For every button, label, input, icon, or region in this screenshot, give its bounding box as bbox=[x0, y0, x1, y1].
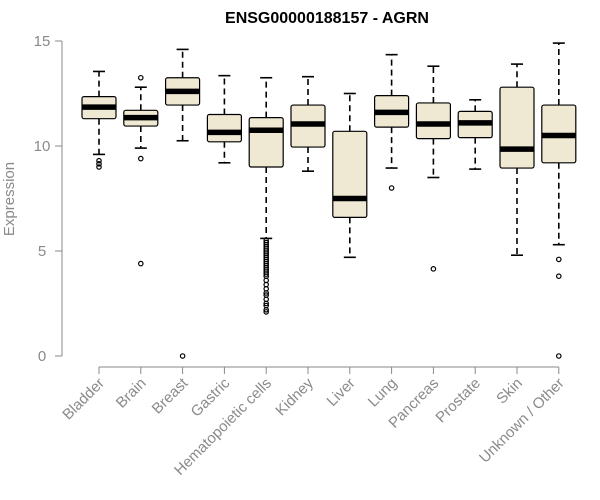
outlier-point bbox=[96, 164, 102, 170]
y-axis-label: Expression bbox=[1, 162, 18, 236]
box-2 bbox=[165, 48, 201, 359]
outlier-point bbox=[430, 266, 437, 272]
x-tick-label-10: Skin bbox=[493, 375, 526, 408]
outlier-point bbox=[96, 161, 102, 167]
y-tick-label-5: 5 bbox=[38, 243, 46, 260]
y-axis: 0 5 10 15 bbox=[34, 33, 63, 365]
x-tick-label-7: Lung bbox=[365, 375, 401, 411]
outlier-point bbox=[263, 290, 270, 296]
iqr-box bbox=[206, 113, 242, 143]
outlier-point bbox=[263, 309, 270, 315]
outlier-point bbox=[388, 185, 395, 191]
iqr-box bbox=[332, 130, 368, 219]
y-tick-label-10: 10 bbox=[34, 138, 51, 155]
x-tick-label-9: Prostate bbox=[432, 375, 484, 427]
iqr-box bbox=[248, 117, 284, 168]
x-tick-label-2: Breast bbox=[149, 374, 192, 417]
x-tick-label-5: Kidney bbox=[272, 374, 317, 419]
box-6 bbox=[332, 92, 368, 259]
box-1 bbox=[123, 74, 159, 267]
outlier-point bbox=[138, 155, 144, 162]
x-tick-label-0: Bladder bbox=[59, 375, 108, 424]
y-tick-label-15: 15 bbox=[34, 33, 51, 50]
outlier-point bbox=[263, 271, 270, 277]
outlier-point bbox=[96, 157, 102, 164]
outlier-point bbox=[138, 74, 144, 81]
box-5 bbox=[290, 75, 326, 172]
box-3 bbox=[206, 74, 242, 164]
outlier-point bbox=[555, 256, 562, 263]
y-tick-label-0: 0 bbox=[38, 348, 46, 365]
outlier-point bbox=[555, 353, 562, 359]
outlier-point bbox=[179, 353, 186, 359]
iqr-box bbox=[499, 86, 535, 169]
box-7 bbox=[374, 53, 410, 191]
box-9 bbox=[457, 99, 493, 170]
x-tick-label-6: Liver bbox=[324, 375, 359, 410]
x-tick-label-1: Brain bbox=[113, 375, 150, 412]
boxes-group bbox=[81, 42, 577, 359]
box-8 bbox=[415, 65, 451, 272]
outlier-point bbox=[555, 273, 562, 280]
outlier-point bbox=[138, 260, 144, 267]
iqr-box bbox=[415, 102, 451, 140]
box-11 bbox=[541, 42, 577, 359]
box-4 bbox=[248, 76, 284, 315]
chart-title: ENSG00000188157 - AGRN bbox=[225, 10, 429, 27]
outlier-point bbox=[263, 306, 270, 313]
outlier-point bbox=[263, 300, 270, 307]
box-10 bbox=[499, 63, 535, 256]
box-0 bbox=[81, 70, 117, 170]
